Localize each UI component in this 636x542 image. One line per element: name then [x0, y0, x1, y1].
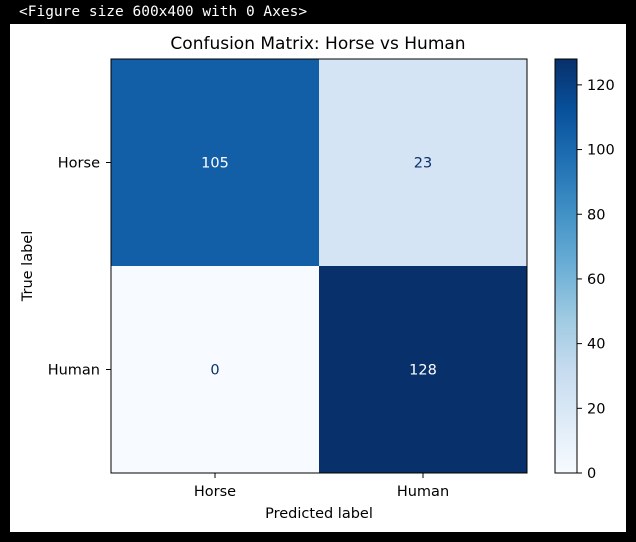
y-tick-label: Horse: [58, 156, 100, 172]
x-axis-label: Predicted label: [265, 506, 373, 522]
console-output-line: <Figure size 600x400 with 0 Axes>: [19, 4, 308, 20]
colorbar-tick-label: 120: [587, 78, 615, 94]
figure-canvas: Confusion Matrix: Horse vs Human 105 23 0 1…: [10, 24, 626, 532]
cell-value-label: 128: [409, 363, 437, 379]
matrix-cell-labels: 105 23 0 128: [201, 156, 437, 379]
colorbar-ticks: 0 20 40 60 80 100 120: [577, 78, 615, 482]
matrix-cell: [111, 266, 319, 473]
x-axis-ticks: Horse Human: [194, 473, 449, 500]
matrix-cell: [111, 59, 319, 266]
confusion-matrix-chart: Confusion Matrix: Horse vs Human 105 230 1…: [20, 34, 615, 522]
colorbar-tick-label: 100: [587, 143, 615, 159]
matrix-cell: [319, 266, 527, 473]
y-tick-label: Human: [48, 363, 100, 379]
x-tick-label: Horse: [194, 484, 236, 500]
colorbar: [554, 58, 578, 474]
colorbar-tick-label: 20: [587, 401, 605, 417]
x-tick-label: Human: [397, 484, 449, 500]
colorbar-tick-label: 60: [587, 272, 605, 288]
y-axis-ticks: Horse Human: [48, 156, 111, 379]
cell-value-label: 105: [201, 156, 229, 172]
colorbar-tick-label: 80: [587, 207, 605, 223]
matrix-cells: [111, 59, 527, 473]
cell-value-label: 23: [414, 156, 432, 172]
colorbar-tick-label: 0: [587, 466, 596, 482]
chart-title: Confusion Matrix: Horse vs Human: [170, 34, 465, 54]
matrix-cell: [319, 59, 527, 266]
y-axis-label: True label: [20, 231, 36, 302]
axes-frame: [110, 58, 528, 474]
cell-value-label: 0: [210, 363, 219, 379]
colorbar-tick-label: 40: [587, 337, 605, 353]
